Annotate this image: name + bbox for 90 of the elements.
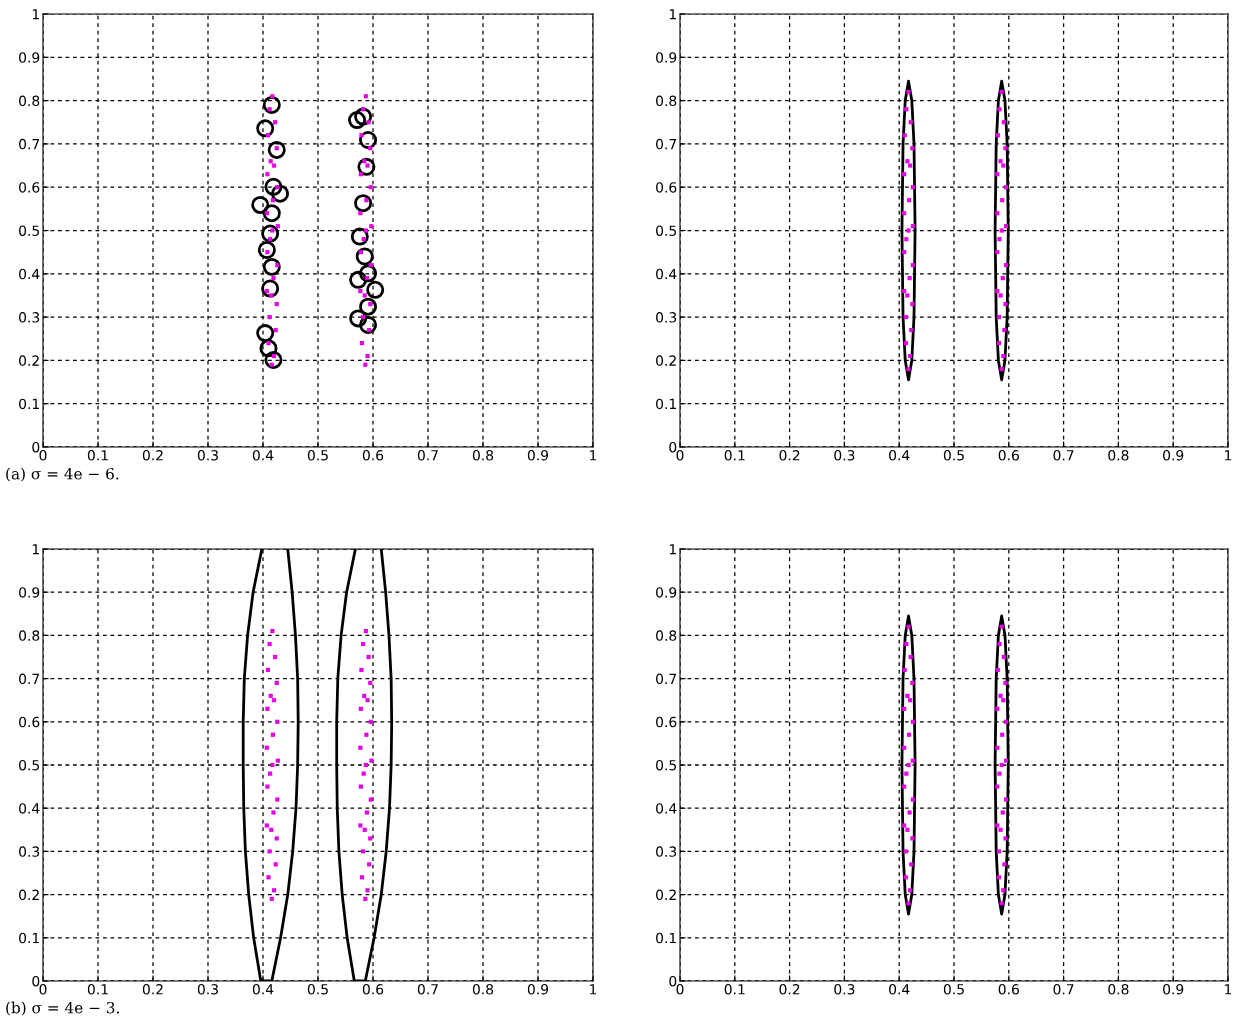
x-tick-label: 0.7 bbox=[417, 984, 438, 995]
y-tick-label: 0.8 bbox=[656, 95, 677, 107]
y-tick-label: 1 bbox=[32, 544, 39, 555]
y-tick-label: 0.5 bbox=[656, 759, 677, 771]
x-tick-label: 0.3 bbox=[197, 450, 218, 461]
x-tick-label: 0.3 bbox=[834, 450, 855, 461]
y-tick-label: 0.5 bbox=[656, 225, 677, 236]
x-tick-label: 0.8 bbox=[1108, 984, 1129, 995]
x-tick-label: 0.7 bbox=[1053, 450, 1074, 461]
x-tick-label: 1 bbox=[1225, 450, 1232, 461]
x-tick-label: 0.6 bbox=[998, 450, 1019, 461]
y-tick-label: 0.7 bbox=[656, 138, 677, 150]
x-tick-label: 0.2 bbox=[142, 450, 163, 461]
text: (b) σ = 4e − 3. bbox=[6, 1001, 119, 1016]
y-tick-label: 0.5 bbox=[19, 759, 40, 771]
x-tick-label: 0.1 bbox=[87, 984, 108, 995]
y-tick-label: 0.7 bbox=[19, 673, 40, 685]
x-tick-label: 0 bbox=[39, 450, 47, 461]
x-tick-label: 1 bbox=[1225, 984, 1232, 995]
y-tick-label: 0.8 bbox=[19, 630, 40, 641]
x-tick-label: 0.1 bbox=[87, 450, 108, 461]
x-tick-label: 0.6 bbox=[362, 450, 384, 461]
x-tick-label: 1 bbox=[590, 984, 597, 995]
y-tick-label: 0.2 bbox=[656, 355, 676, 366]
y-tick-label: 0.6 bbox=[19, 716, 40, 728]
x-tick-label: 0.6 bbox=[998, 984, 1019, 995]
x-tick-label: 0.9 bbox=[527, 450, 549, 461]
y-tick-label: 0 bbox=[669, 441, 677, 453]
x-tick-label: 0.8 bbox=[1108, 450, 1129, 461]
y-tick-label: 0 bbox=[32, 975, 40, 987]
y-tick-label: 0.8 bbox=[19, 95, 40, 107]
y-tick-label: 0.7 bbox=[19, 138, 40, 150]
y-tick-label: 0.3 bbox=[19, 846, 40, 857]
y-tick-label: 0.9 bbox=[19, 52, 40, 63]
x-tick-label: 0 bbox=[676, 984, 684, 995]
x-tick-label: 0.3 bbox=[197, 984, 218, 995]
y-tick-label: 0.6 bbox=[656, 182, 677, 193]
x-tick-label: 0.9 bbox=[1163, 450, 1184, 461]
y-tick-label: 0.3 bbox=[656, 312, 677, 323]
x-tick-label: 0.4 bbox=[889, 984, 910, 995]
x-tick-label: 0.5 bbox=[307, 450, 328, 461]
y-tick-label: 0.4 bbox=[19, 803, 40, 814]
y-tick-label: 0.1 bbox=[19, 398, 39, 410]
y-tick-label: 0.2 bbox=[656, 889, 676, 901]
y-tick-label: 0.9 bbox=[656, 52, 677, 63]
x-tick-label: 0.1 bbox=[724, 450, 745, 461]
x-tick-label: 0.6 bbox=[362, 984, 384, 995]
y-tick-label: 0.9 bbox=[656, 587, 677, 598]
y-tick-label: 1 bbox=[32, 9, 39, 20]
y-tick-label: 0.1 bbox=[656, 398, 676, 410]
x-tick-label: 0.9 bbox=[527, 984, 549, 995]
y-tick-label: 0 bbox=[32, 441, 40, 453]
x-tick-label: 0.2 bbox=[779, 450, 800, 461]
x-tick-label: 0.5 bbox=[943, 984, 964, 995]
y-tick-label: 0 bbox=[669, 975, 677, 987]
x-tick-label: 0.4 bbox=[252, 984, 274, 995]
x-tick-label: 0.8 bbox=[472, 984, 494, 995]
x-tick-label: 0.4 bbox=[889, 450, 910, 461]
x-tick-label: 0 bbox=[39, 984, 47, 995]
text: (a) σ = 4e − 6. bbox=[6, 467, 119, 482]
y-tick-label: 0.6 bbox=[656, 716, 677, 728]
y-tick-label: 0.6 bbox=[19, 182, 40, 193]
x-tick-label: 0.5 bbox=[307, 984, 328, 995]
y-tick-label: 0.9 bbox=[19, 587, 40, 598]
x-tick-label: 0.7 bbox=[417, 450, 438, 461]
y-tick-label: 0.8 bbox=[656, 630, 677, 641]
x-tick-label: 0.4 bbox=[252, 450, 274, 461]
y-tick-label: 0.4 bbox=[19, 268, 40, 280]
y-tick-label: 0.2 bbox=[19, 889, 39, 901]
x-tick-label: 0.7 bbox=[1053, 984, 1074, 995]
x-tick-label: 0.2 bbox=[142, 984, 163, 995]
y-tick-label: 0.3 bbox=[19, 312, 40, 323]
x-tick-label: 0.1 bbox=[724, 984, 745, 995]
x-tick-label: 0.8 bbox=[472, 450, 494, 461]
x-tick-label: 0.3 bbox=[834, 984, 855, 995]
y-tick-label: 0.3 bbox=[656, 846, 677, 857]
y-tick-label: 0.2 bbox=[19, 355, 39, 366]
x-tick-label: 0.2 bbox=[779, 984, 800, 995]
y-tick-label: 0.1 bbox=[656, 932, 676, 944]
y-tick-label: 1 bbox=[669, 544, 676, 555]
y-tick-label: 0.5 bbox=[19, 225, 40, 236]
y-tick-label: 0.1 bbox=[19, 932, 39, 944]
x-tick-label: 0 bbox=[676, 450, 684, 461]
x-tick-label: 0.5 bbox=[943, 450, 964, 461]
y-tick-label: 0.7 bbox=[656, 673, 677, 685]
x-tick-label: 0.9 bbox=[1163, 984, 1184, 995]
y-tick-label: 0.4 bbox=[656, 803, 677, 814]
y-tick-label: 1 bbox=[669, 9, 676, 20]
y-tick-label: 0.4 bbox=[656, 268, 677, 280]
x-tick-label: 1 bbox=[590, 450, 597, 461]
